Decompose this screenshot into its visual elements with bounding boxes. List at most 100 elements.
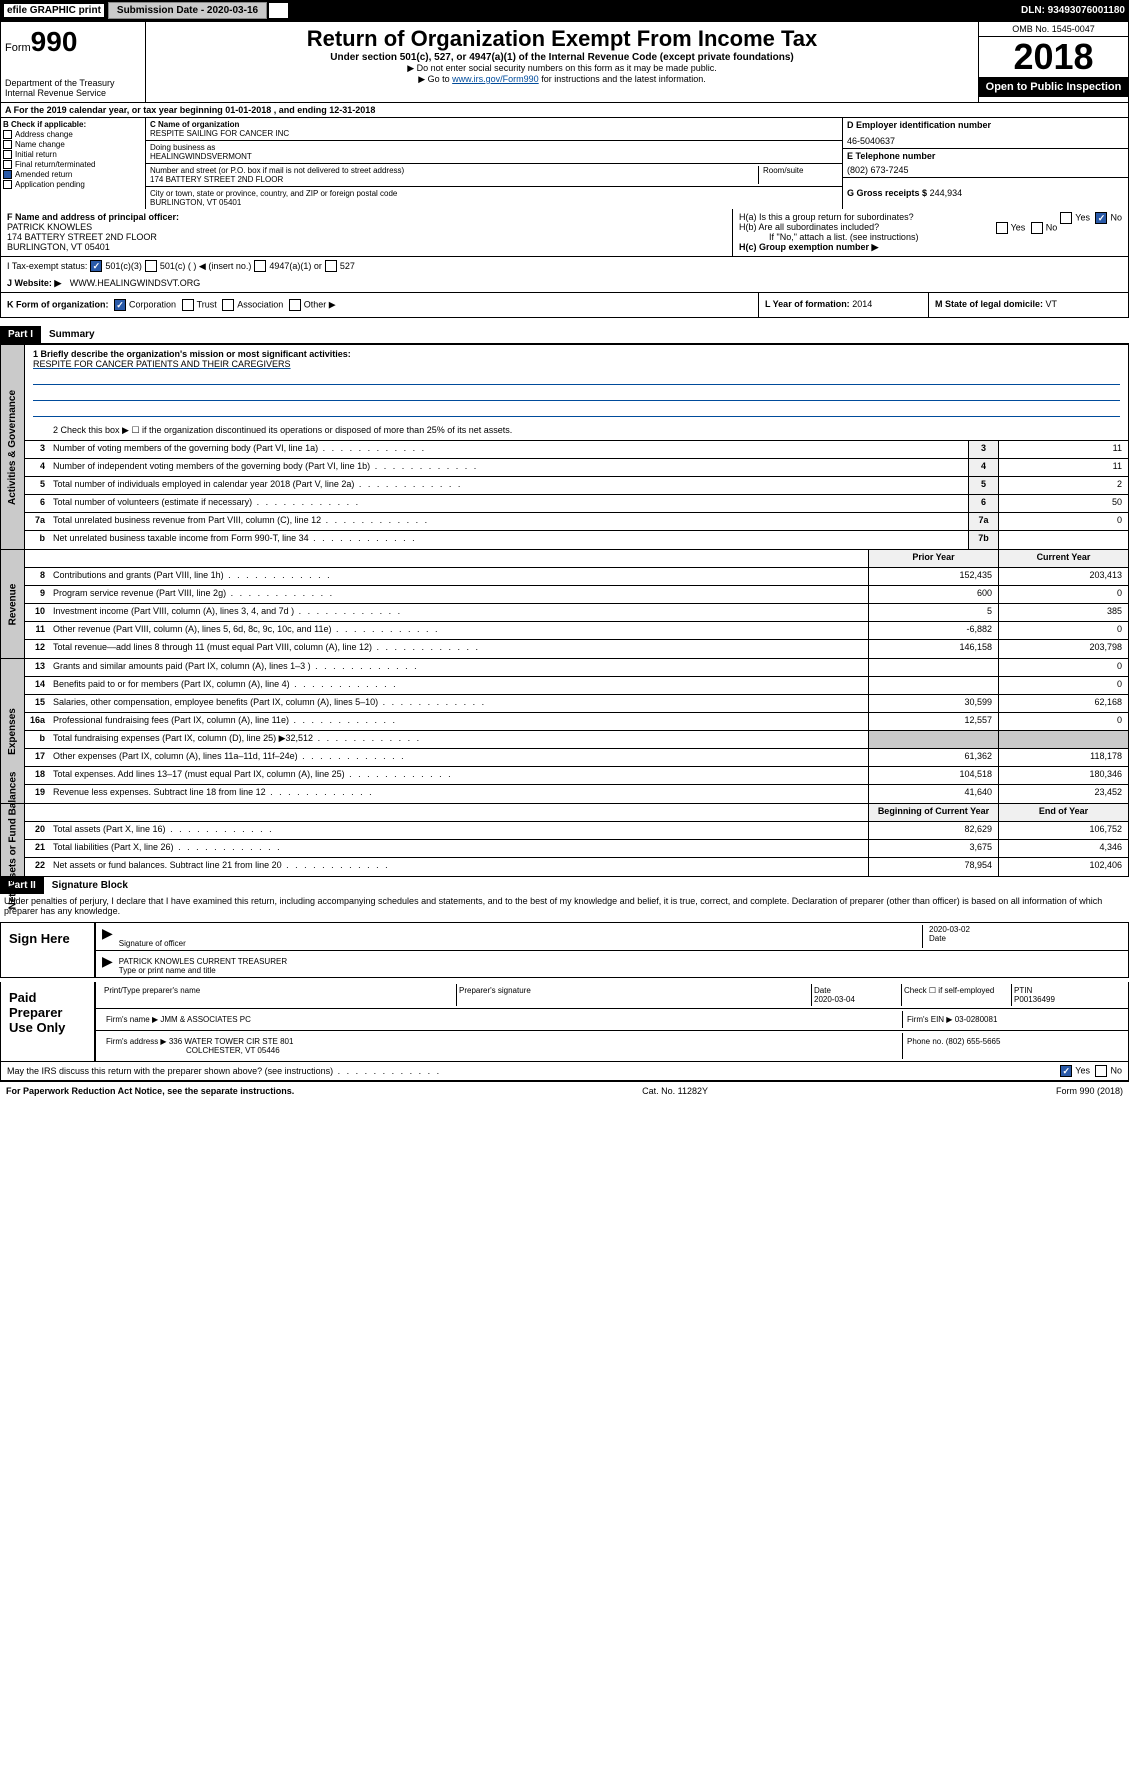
efile-label[interactable]: efile GRAPHIC print <box>4 4 104 17</box>
top-bar: efile GRAPHIC print Submission Date - 20… <box>0 0 1129 21</box>
entity-info: B Check if applicable: Address changeNam… <box>0 118 1129 209</box>
line-value: 0 <box>998 513 1128 530</box>
firm-phone: (802) 655-5665 <box>946 1037 1001 1046</box>
ha-label: H(a) Is this a group return for subordin… <box>739 212 914 222</box>
line-text: Total liabilities (Part X, line 26) <box>49 840 868 857</box>
ha-yes-checkbox[interactable] <box>1060 212 1072 224</box>
beg-year-header: Beginning of Current Year <box>868 804 998 821</box>
line-num: 11 <box>25 622 49 639</box>
discuss-yes-checkbox[interactable] <box>1060 1065 1072 1077</box>
table-row: 8 Contributions and grants (Part VIII, l… <box>25 568 1128 586</box>
hb-yes-checkbox[interactable] <box>996 222 1008 234</box>
prior-value: 30,599 <box>868 695 998 712</box>
checkbox-line: Name change <box>3 140 143 149</box>
checkbox[interactable] <box>3 130 12 139</box>
checkbox[interactable] <box>3 140 12 149</box>
form-header: Form990 Department of the Treasury Inter… <box>0 21 1129 103</box>
room-label: Room/suite <box>758 166 838 184</box>
line-text: Total expenses. Add lines 13–17 (must eq… <box>49 767 868 784</box>
tax-period: A For the 2019 calendar year, or tax yea… <box>0 103 1129 118</box>
table-row: 12 Total revenue—add lines 8 through 11 … <box>25 640 1128 658</box>
dba-label: Doing business as <box>150 143 838 152</box>
corp-checkbox[interactable] <box>114 299 126 311</box>
prior-value: 41,640 <box>868 785 998 803</box>
ha-no: No <box>1110 212 1122 222</box>
current-year-header: Current Year <box>998 550 1128 567</box>
table-row: 20 Total assets (Part X, line 16) 82,629… <box>25 822 1128 840</box>
open-public-badge: Open to Public Inspection <box>979 77 1128 97</box>
klm-row: K Form of organization: Corporation Trus… <box>0 293 1129 318</box>
ein-value: 46-5040637 <box>847 130 1124 146</box>
rev-h-text <box>49 550 868 567</box>
line-text: Benefits paid to or for members (Part IX… <box>49 677 868 694</box>
checkbox[interactable] <box>3 180 12 189</box>
line-num: b <box>25 731 49 748</box>
table-row: 4 Number of independent voting members o… <box>25 459 1128 477</box>
mission-box: 1 Briefly describe the organization's mi… <box>25 345 1128 423</box>
line-text: Investment income (Part VIII, column (A)… <box>49 604 868 621</box>
officer-addr2: BURLINGTON, VT 05401 <box>7 242 726 252</box>
table-row: 5 Total number of individuals employed i… <box>25 477 1128 495</box>
hb-no: No <box>1046 222 1058 232</box>
part1-title: Summary <box>41 326 103 343</box>
sign-date-label: Date <box>929 934 1122 943</box>
table-row: 15 Salaries, other compensation, employe… <box>25 695 1128 713</box>
sign-here-block: Sign Here ▶ Signature of officer 2020-03… <box>0 922 1129 978</box>
table-row: 17 Other expenses (Part IX, column (A), … <box>25 749 1128 767</box>
submission-date-button[interactable]: Submission Date - 2020-03-16 <box>108 2 267 19</box>
ha-no-checkbox[interactable] <box>1095 212 1107 224</box>
officer-name: PATRICK KNOWLES <box>7 222 726 232</box>
other-checkbox[interactable] <box>289 299 301 311</box>
box-b: B Check if applicable: Address changeNam… <box>1 118 146 209</box>
m-value: VT <box>1046 299 1058 309</box>
assoc-checkbox[interactable] <box>222 299 234 311</box>
checkbox[interactable] <box>3 160 12 169</box>
501c-checkbox[interactable] <box>145 260 157 272</box>
box-right: D Employer identification number 46-5040… <box>843 118 1128 209</box>
gross-label: G Gross receipts $ <box>847 188 927 198</box>
prep-sig-label: Preparer's signature <box>457 984 812 1006</box>
discuss-text: May the IRS discuss this return with the… <box>7 1066 441 1076</box>
k-other: Other ▶ <box>304 299 336 309</box>
table-row: b Total fundraising expenses (Part IX, c… <box>25 731 1128 749</box>
j-label: J Website: ▶ <box>7 278 61 288</box>
line-value: 11 <box>998 441 1128 458</box>
m-label: M State of legal domicile: <box>935 299 1043 309</box>
line-num: 7a <box>25 513 49 530</box>
form-prefix: Form <box>5 42 31 54</box>
firm-name: JMM & ASSOCIATES PC <box>160 1015 251 1024</box>
mission-text: RESPITE FOR CANCER PATIENTS AND THEIR CA… <box>33 359 1120 369</box>
checkbox[interactable] <box>3 170 12 179</box>
netassets-side-label: Net Assets or Fund Balances <box>1 804 25 876</box>
form-number: Form990 <box>5 26 141 58</box>
prior-value: 3,675 <box>868 840 998 857</box>
mission-blank-line <box>33 387 1120 401</box>
527-checkbox[interactable] <box>325 260 337 272</box>
line-num: 5 <box>25 477 49 494</box>
governance-section: Activities & Governance 1 Briefly descri… <box>0 344 1129 550</box>
line-text: Total number of individuals employed in … <box>49 477 968 494</box>
city-label: City or town, state or province, country… <box>150 189 838 198</box>
form-title: Return of Organization Exempt From Incom… <box>154 26 970 52</box>
line-num: 15 <box>25 695 49 712</box>
checkbox[interactable] <box>3 150 12 159</box>
current-value: 62,168 <box>998 695 1128 712</box>
prior-value: 146,158 <box>868 640 998 658</box>
line-text: Total unrelated business revenue from Pa… <box>49 513 968 530</box>
table-row: 18 Total expenses. Add lines 13–17 (must… <box>25 767 1128 785</box>
current-value: 203,798 <box>998 640 1128 658</box>
current-value: 203,413 <box>998 568 1128 585</box>
phone-value: (802) 673-7245 <box>847 161 1124 175</box>
line-text: Grants and similar amounts paid (Part IX… <box>49 659 868 676</box>
trust-checkbox[interactable] <box>182 299 194 311</box>
firm-phone-label: Phone no. <box>907 1037 943 1046</box>
line-num: 4 <box>25 459 49 476</box>
irs-link[interactable]: www.irs.gov/Form990 <box>452 74 539 84</box>
4947-checkbox[interactable] <box>254 260 266 272</box>
line-value: 2 <box>998 477 1128 494</box>
line-num: 22 <box>25 858 49 876</box>
501c3-checkbox[interactable] <box>90 260 102 272</box>
discuss-no-checkbox[interactable] <box>1095 1065 1107 1077</box>
hb-no-checkbox[interactable] <box>1031 222 1043 234</box>
prior-year-header: Prior Year <box>868 550 998 567</box>
